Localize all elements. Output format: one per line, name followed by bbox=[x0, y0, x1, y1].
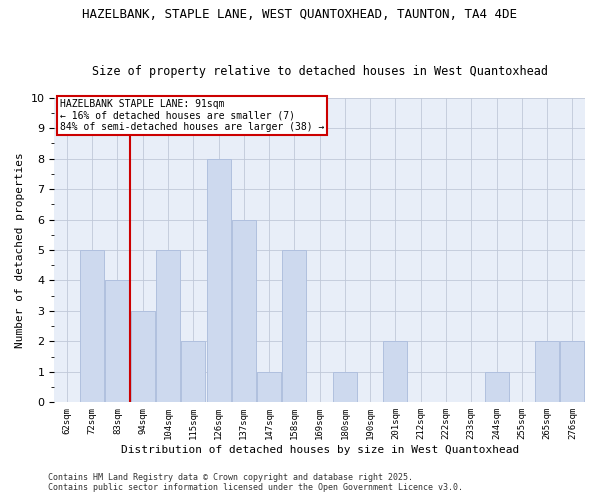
Title: Size of property relative to detached houses in West Quantoxhead: Size of property relative to detached ho… bbox=[92, 66, 548, 78]
Bar bbox=[485, 372, 509, 402]
Bar bbox=[383, 342, 407, 402]
Bar bbox=[106, 280, 130, 402]
Bar bbox=[80, 250, 104, 402]
Bar bbox=[206, 158, 230, 402]
Text: HAZELBANK STAPLE LANE: 91sqm
← 16% of detached houses are smaller (7)
84% of sem: HAZELBANK STAPLE LANE: 91sqm ← 16% of de… bbox=[59, 99, 324, 132]
Bar bbox=[232, 220, 256, 402]
Bar bbox=[131, 311, 155, 402]
X-axis label: Distribution of detached houses by size in West Quantoxhead: Distribution of detached houses by size … bbox=[121, 445, 519, 455]
Bar bbox=[560, 342, 584, 402]
Bar bbox=[535, 342, 559, 402]
Bar bbox=[283, 250, 307, 402]
Bar bbox=[181, 342, 205, 402]
Bar bbox=[333, 372, 357, 402]
Bar bbox=[257, 372, 281, 402]
Text: HAZELBANK, STAPLE LANE, WEST QUANTOXHEAD, TAUNTON, TA4 4DE: HAZELBANK, STAPLE LANE, WEST QUANTOXHEAD… bbox=[83, 8, 517, 20]
Y-axis label: Number of detached properties: Number of detached properties bbox=[15, 152, 25, 348]
Bar bbox=[156, 250, 180, 402]
Text: Contains HM Land Registry data © Crown copyright and database right 2025.
Contai: Contains HM Land Registry data © Crown c… bbox=[48, 473, 463, 492]
